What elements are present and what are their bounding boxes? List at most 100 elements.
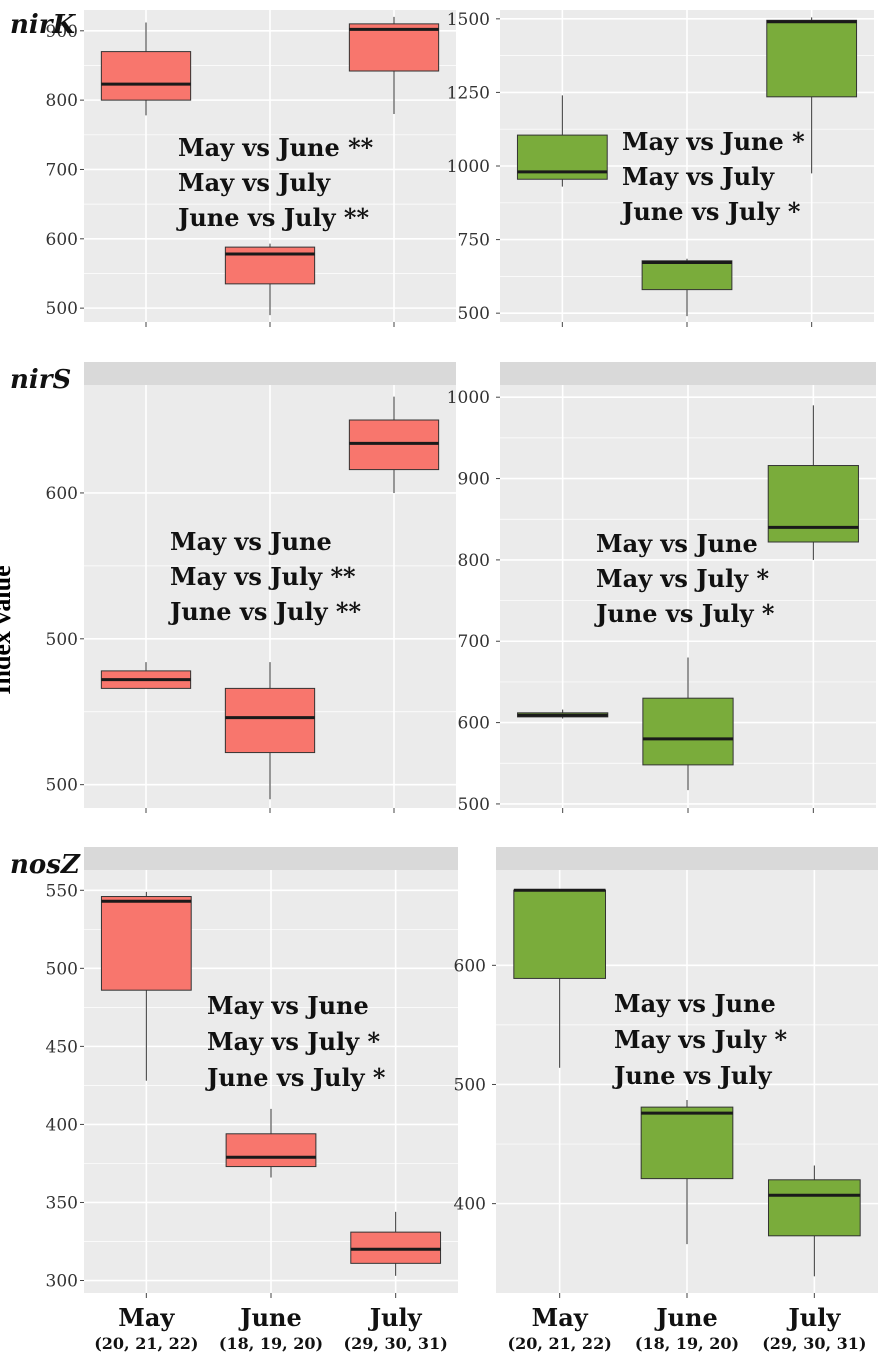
y-tick-label: 300	[46, 1272, 78, 1292]
box-june	[224, 662, 316, 800]
y-tick-label: 500	[46, 630, 78, 650]
comparison-annotation: May vs July *	[207, 1027, 380, 1056]
y-tick-label: 350	[46, 1193, 78, 1213]
box-july	[767, 1165, 861, 1277]
comparison-annotation: June vs July **	[168, 597, 361, 626]
panel-nirS-ace: 500 600 700 800 900 1000 May vs June May vs Jul…	[447, 362, 876, 815]
comparison-annotation: June vs July *	[594, 599, 775, 628]
box-july	[350, 1211, 442, 1276]
box-body	[513, 889, 607, 979]
box-may	[100, 662, 192, 689]
strip-bar	[500, 362, 876, 385]
x-sample-label: (20, 21, 22)	[94, 1334, 198, 1353]
y-tick-label: 500	[458, 795, 490, 815]
y-tick-label: 500	[46, 299, 78, 319]
y-tick-label: 700	[458, 632, 490, 652]
y-tick-label: 500	[458, 304, 490, 324]
box-body	[350, 1231, 442, 1264]
box-july	[348, 396, 440, 493]
comparison-annotation: May vs June *	[622, 127, 805, 156]
box-body	[100, 896, 192, 991]
comparison-annotation: June vs July *	[205, 1063, 386, 1092]
y-tick-label: 550	[46, 881, 78, 901]
box-june	[641, 258, 733, 317]
comparison-annotation: May vs July **	[170, 562, 356, 591]
y-tick-label: 1250	[447, 83, 490, 103]
comparison-annotation: June vs July *	[620, 197, 801, 226]
box-body	[766, 19, 858, 98]
x-sample-label: (18, 19, 20)	[219, 1334, 323, 1353]
box-july	[348, 16, 440, 114]
comparison-annotation: May vs July	[622, 162, 775, 191]
y-tick-label: 500	[454, 1075, 486, 1095]
box-may	[513, 888, 607, 1068]
strip-bar	[496, 847, 878, 870]
comparison-annotation: May vs June **	[178, 133, 374, 162]
box-july	[767, 405, 859, 560]
y-tick-label: 800	[458, 551, 490, 571]
box-body	[767, 1179, 861, 1237]
gene-label: nirK	[10, 10, 76, 40]
strip-bar	[84, 847, 458, 870]
box-june	[640, 1099, 734, 1245]
comparison-annotation: May vs June	[614, 989, 776, 1018]
box-may	[100, 891, 192, 1081]
comparison-annotation: June vs July	[612, 1061, 773, 1090]
y-tick-label: 600	[46, 230, 78, 250]
y-tick-label: 800	[46, 91, 78, 111]
y-tick-label: 400	[454, 1195, 486, 1215]
box-body	[640, 1106, 734, 1180]
panel-nirS-chao1: 500 500 600 May vs June May vs July ** June v…	[10, 362, 456, 813]
panel-nirK-chao1: Chao1500600700800900May vs June **May vs…	[10, 10, 456, 327]
panel-nirK-ace: ACE500750100012501500May vs June *May vs…	[447, 10, 874, 327]
panel-nosZ-ace: 400 500 600 May vs June May vs July * June vs…	[454, 847, 878, 1298]
y-tick-label: 1500	[447, 10, 490, 30]
comparison-annotation: May vs June	[207, 991, 369, 1020]
panel-nosZ-chao1: 300 350 400 450 500 550 May vs June May vs July…	[10, 847, 458, 1298]
y-tick-label: 500	[46, 776, 78, 796]
gene-label: nirS	[10, 365, 71, 395]
box-june	[224, 243, 316, 316]
box-body	[225, 1133, 317, 1168]
y-tick-label: 750	[458, 231, 490, 251]
x-category-label: July	[368, 1303, 423, 1332]
box-body	[767, 465, 859, 543]
y-tick-label: 1000	[447, 157, 490, 177]
x-sample-label: (18, 19, 20)	[635, 1334, 739, 1353]
x-sample-label: (20, 21, 22)	[508, 1334, 612, 1353]
x-category-label: July	[786, 1303, 841, 1332]
box-may	[517, 709, 609, 719]
box-body	[642, 697, 734, 766]
y-tick-label: 600	[458, 714, 490, 734]
box-body	[100, 51, 192, 101]
x-sample-label: (29, 30, 31)	[762, 1334, 866, 1353]
comparison-annotation: May vs July *	[614, 1025, 787, 1054]
comparison-annotation: May vs June	[170, 527, 332, 556]
comparison-annotation: May vs June	[596, 529, 758, 558]
strip-bar	[84, 362, 456, 385]
gene-label: nosZ	[10, 850, 81, 880]
box-body	[641, 260, 733, 291]
y-tick-label: 1000	[447, 388, 490, 408]
y-tick-label: 900	[458, 470, 490, 490]
box-may	[516, 95, 608, 187]
box-june	[225, 1108, 317, 1178]
comparison-annotation: May vs July *	[596, 564, 769, 593]
y-tick-label: 400	[46, 1115, 78, 1135]
box-june	[642, 657, 734, 791]
y-tick-label: 700	[46, 160, 78, 180]
x-sample-label: (29, 30, 31)	[344, 1334, 448, 1353]
box-body	[224, 687, 316, 754]
x-category-label: June	[654, 1303, 718, 1332]
y-tick-label: 900	[46, 22, 78, 42]
comparison-annotation: May vs July	[178, 168, 331, 197]
box-july	[766, 17, 858, 174]
comparison-annotation: June vs July **	[176, 203, 369, 232]
x-category-label: June	[238, 1303, 302, 1332]
y-tick-label: 450	[46, 1037, 78, 1057]
y-tick-label: 600	[46, 484, 78, 504]
y-axis-label-text: Index value	[0, 565, 16, 695]
box-may	[100, 22, 192, 116]
y-tick-label: 600	[454, 956, 486, 976]
